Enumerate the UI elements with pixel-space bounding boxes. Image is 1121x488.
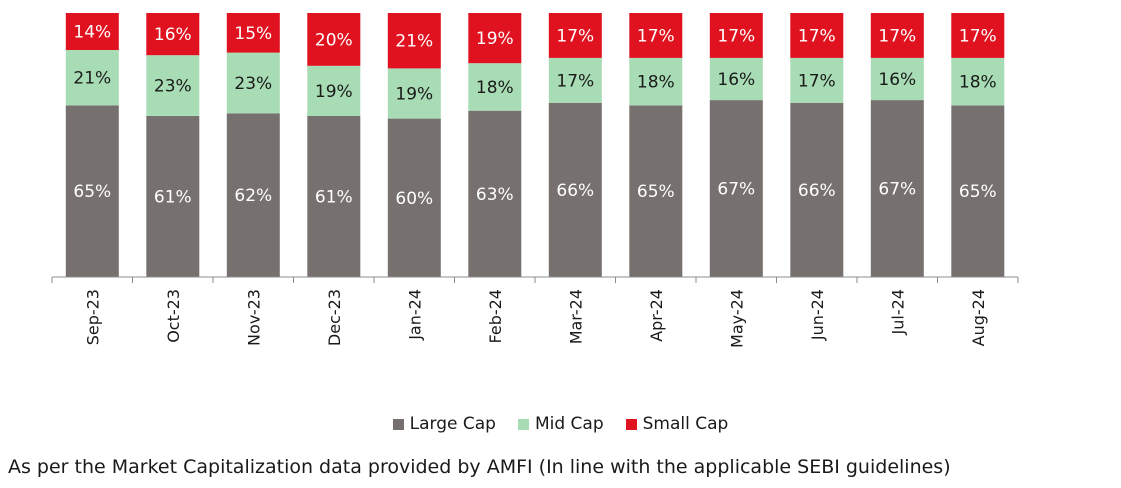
bar-segment-small-cap-jun-24 xyxy=(790,13,844,58)
legend-item-small-cap: Small Cap xyxy=(625,414,729,434)
data-label: 65% xyxy=(959,182,997,202)
bar-segment-mid-cap-mar-24 xyxy=(548,57,602,103)
bar-segment-mid-cap-oct-23 xyxy=(146,55,200,116)
data-label: 20% xyxy=(315,30,353,50)
data-label: 18% xyxy=(476,78,514,98)
bar-segment-mid-cap-aug-24 xyxy=(951,57,1005,106)
x-tick-label: May-24 xyxy=(727,289,746,348)
bar-segment-large-cap-jun-24 xyxy=(790,102,844,277)
data-label: 67% xyxy=(878,180,916,200)
data-label: 21% xyxy=(395,32,433,52)
data-label: 63% xyxy=(476,185,514,205)
bar-segment-mid-cap-jun-24 xyxy=(790,57,844,103)
bar-segment-small-cap-oct-23 xyxy=(146,13,200,56)
bar-segment-mid-cap-feb-24 xyxy=(468,63,522,111)
data-label: 21% xyxy=(73,69,111,89)
x-tick-label: Jul-24 xyxy=(888,289,907,335)
footnote: As per the Market Capitalization data pr… xyxy=(8,456,951,478)
bar-segment-large-cap-oct-23 xyxy=(146,116,200,277)
bar-segment-mid-cap-nov-23 xyxy=(226,52,280,114)
legend-swatch-large-cap xyxy=(392,418,404,430)
x-tick-label: Mar-24 xyxy=(566,289,585,344)
data-label: 17% xyxy=(798,26,836,46)
bar-segment-small-cap-aug-24 xyxy=(951,13,1005,58)
x-tick-label: Nov-23 xyxy=(244,289,263,346)
bar-segment-large-cap-nov-23 xyxy=(226,113,280,277)
data-label: 66% xyxy=(556,181,594,201)
bar-segment-small-cap-dec-23 xyxy=(307,13,361,66)
data-label: 17% xyxy=(556,26,594,46)
bar-segment-large-cap-aug-24 xyxy=(951,105,1005,278)
data-label: 67% xyxy=(717,180,755,200)
data-label: 23% xyxy=(154,77,192,97)
bar-segment-large-cap-apr-24 xyxy=(629,105,683,278)
legend-label-small-cap: Small Cap xyxy=(642,414,729,434)
bar-segment-large-cap-feb-24 xyxy=(468,110,522,277)
bar-segment-mid-cap-dec-23 xyxy=(307,65,361,116)
legend-swatch-small-cap xyxy=(625,418,637,430)
data-label: 60% xyxy=(395,189,433,209)
data-label: 17% xyxy=(717,26,755,46)
data-label: 19% xyxy=(476,29,514,49)
bar-segment-mid-cap-jul-24 xyxy=(870,57,924,101)
bar-segment-small-cap-mar-24 xyxy=(548,13,602,58)
data-label: 17% xyxy=(798,71,836,91)
data-label: 16% xyxy=(878,70,916,90)
bar-segment-small-cap-feb-24 xyxy=(468,13,522,64)
stacked-bar-chart: 65% 21% 14% 61% 23% 16% 62% 23% 15% 61% 19% 20% 60% 1… xyxy=(51,13,1019,348)
bar-segment-large-cap-sep-23 xyxy=(65,105,119,278)
bar-segment-small-cap-jan-24 xyxy=(387,13,441,69)
legend-item-large-cap: Large Cap xyxy=(392,414,496,434)
data-label: 65% xyxy=(73,182,111,202)
data-label: 61% xyxy=(154,188,192,208)
x-tick-label: Apr-24 xyxy=(647,289,666,342)
bar-segment-small-cap-apr-24 xyxy=(629,13,683,58)
bar-segment-large-cap-mar-24 xyxy=(548,102,602,277)
bar-segment-small-cap-sep-23 xyxy=(65,13,119,50)
data-label: 62% xyxy=(234,186,272,206)
data-label: 66% xyxy=(798,181,836,201)
x-tick-label: Dec-23 xyxy=(325,289,344,346)
bar-segment-large-cap-jan-24 xyxy=(387,118,441,277)
bar-segment-mid-cap-apr-24 xyxy=(629,57,683,106)
data-label: 17% xyxy=(556,71,594,91)
x-tick-label: Aug-24 xyxy=(969,289,988,346)
data-label: 19% xyxy=(395,85,433,105)
bar-segment-mid-cap-jan-24 xyxy=(387,68,441,119)
data-label: 23% xyxy=(234,74,272,94)
bar-segment-large-cap-dec-23 xyxy=(307,116,361,277)
legend-label-mid-cap: Mid Cap xyxy=(534,414,604,434)
data-label: 16% xyxy=(717,70,755,90)
data-label: 17% xyxy=(878,26,916,46)
legend-label-large-cap: Large Cap xyxy=(409,414,496,434)
legend-item-mid-cap: Mid Cap xyxy=(517,414,604,434)
data-label: 16% xyxy=(154,25,192,45)
bar-segment-small-cap-may-24 xyxy=(709,13,763,58)
data-label: 65% xyxy=(637,182,675,202)
data-label: 17% xyxy=(637,26,675,46)
bar-segment-mid-cap-sep-23 xyxy=(65,50,119,106)
x-tick-label: Feb-24 xyxy=(486,289,505,343)
x-tick-label: Jun-24 xyxy=(808,289,827,341)
data-label: 18% xyxy=(959,73,997,93)
x-tick-label: Sep-23 xyxy=(83,289,102,345)
bar-segment-small-cap-nov-23 xyxy=(226,13,280,53)
bar-segment-mid-cap-may-24 xyxy=(709,57,763,101)
data-label: 14% xyxy=(73,23,111,43)
data-label: 19% xyxy=(315,82,353,102)
x-tick-label: Jan-24 xyxy=(405,289,424,341)
legend-swatch-mid-cap xyxy=(517,418,529,430)
bar-segment-large-cap-jul-24 xyxy=(870,100,924,277)
data-label: 15% xyxy=(234,24,272,44)
bar-segment-large-cap-may-24 xyxy=(709,100,763,277)
bar-segment-small-cap-jul-24 xyxy=(870,13,924,58)
data-label: 18% xyxy=(637,73,675,93)
data-label: 61% xyxy=(315,188,353,208)
data-label: 17% xyxy=(959,26,997,46)
x-tick-label: Oct-23 xyxy=(164,289,183,343)
chart-legend: Large Cap Mid Cap Small Cap xyxy=(0,414,1121,434)
